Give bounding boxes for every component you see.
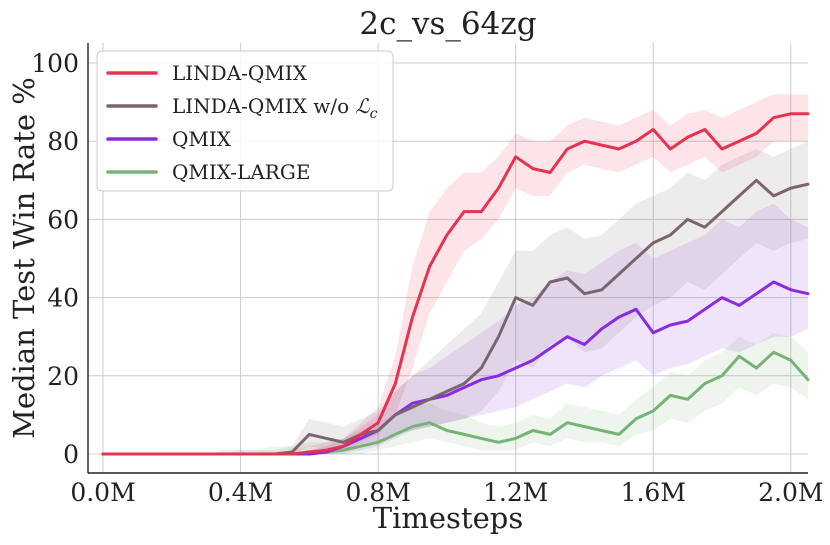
series-line <box>101 112 810 456</box>
legend-label: LINDA-QMIX <box>172 61 308 85</box>
confidence-band <box>103 141 808 454</box>
x-tick-label: 2.0M <box>758 478 823 507</box>
y-axis-label: Median Test Win Rate % <box>7 77 41 439</box>
y-ticks: 0 20 40 60 80 100 <box>31 49 79 469</box>
x-axis-label: Timesteps <box>373 501 523 535</box>
legend-label: QMIX-LARGE <box>172 160 310 184</box>
x-tick-label: 0.4M <box>208 478 273 507</box>
y-tick-label: 80 <box>47 127 79 156</box>
x-tick-label: 1.6M <box>621 478 686 507</box>
confidence-band <box>103 203 808 454</box>
legend-frame <box>96 50 394 192</box>
x-ticks: 0.0M 0.4M 0.8M 1.2M 1.6M 2.0M <box>70 478 823 507</box>
confidence-band <box>103 94 808 455</box>
y-tick-label: 40 <box>47 284 79 313</box>
x-tick-label: 0.8M <box>345 478 410 507</box>
chart-title: 2c_vs_64zg <box>359 6 536 42</box>
y-tick-label: 100 <box>31 49 79 78</box>
legend-label: LINDA-QMIX w/o ℒc <box>172 94 378 122</box>
legend: LINDA-QMIX LINDA-QMIX w/o ℒc QMIX QMIX-LARGE <box>96 50 394 192</box>
series-lines <box>101 112 810 456</box>
legend-label: QMIX <box>172 127 232 151</box>
y-tick-label: 20 <box>47 362 79 391</box>
x-tick-label: 0.0M <box>70 478 135 507</box>
x-tick-label: 1.2M <box>483 478 548 507</box>
y-tick-label: 0 <box>63 440 79 469</box>
y-tick-label: 60 <box>47 205 79 234</box>
